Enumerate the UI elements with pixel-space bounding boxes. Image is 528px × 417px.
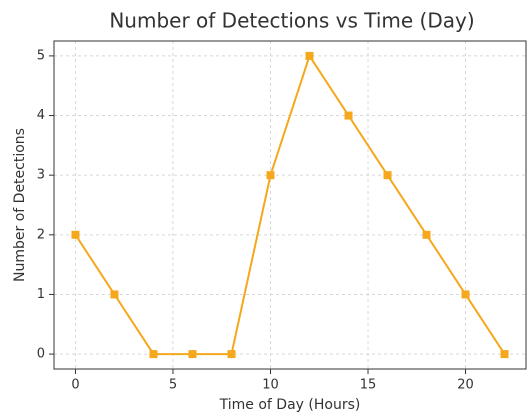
data-point xyxy=(266,171,275,180)
y-tick-label: 1 xyxy=(37,287,45,302)
data-point xyxy=(149,350,158,359)
chart-title: Number of Detections vs Time (Day) xyxy=(109,9,474,33)
data-point xyxy=(383,171,392,180)
x-tick-label: 0 xyxy=(71,378,79,393)
y-tick-label: 5 xyxy=(37,48,45,63)
y-tick-label: 3 xyxy=(37,168,45,183)
y-tick-label: 4 xyxy=(37,108,45,123)
data-point xyxy=(227,350,236,359)
plot-frame xyxy=(53,40,527,370)
x-tick-label: 15 xyxy=(360,378,377,393)
data-point xyxy=(305,51,314,60)
y-tick-label: 2 xyxy=(37,227,45,242)
data-line xyxy=(74,53,506,356)
x-tick-label: 20 xyxy=(457,378,474,393)
data-point xyxy=(500,350,509,359)
data-point xyxy=(422,230,431,239)
x-tick-label: 10 xyxy=(262,378,279,393)
data-point xyxy=(344,111,353,120)
y-axis-label: Number of Detections xyxy=(12,128,28,282)
x-axis-label: Time of Day (Hours) xyxy=(219,397,361,413)
data-point xyxy=(188,350,197,359)
data-point xyxy=(110,290,119,299)
y-tick-label: 0 xyxy=(37,347,45,362)
data-point xyxy=(71,230,80,239)
data-point xyxy=(461,290,470,299)
x-tick-label: 5 xyxy=(169,378,177,393)
